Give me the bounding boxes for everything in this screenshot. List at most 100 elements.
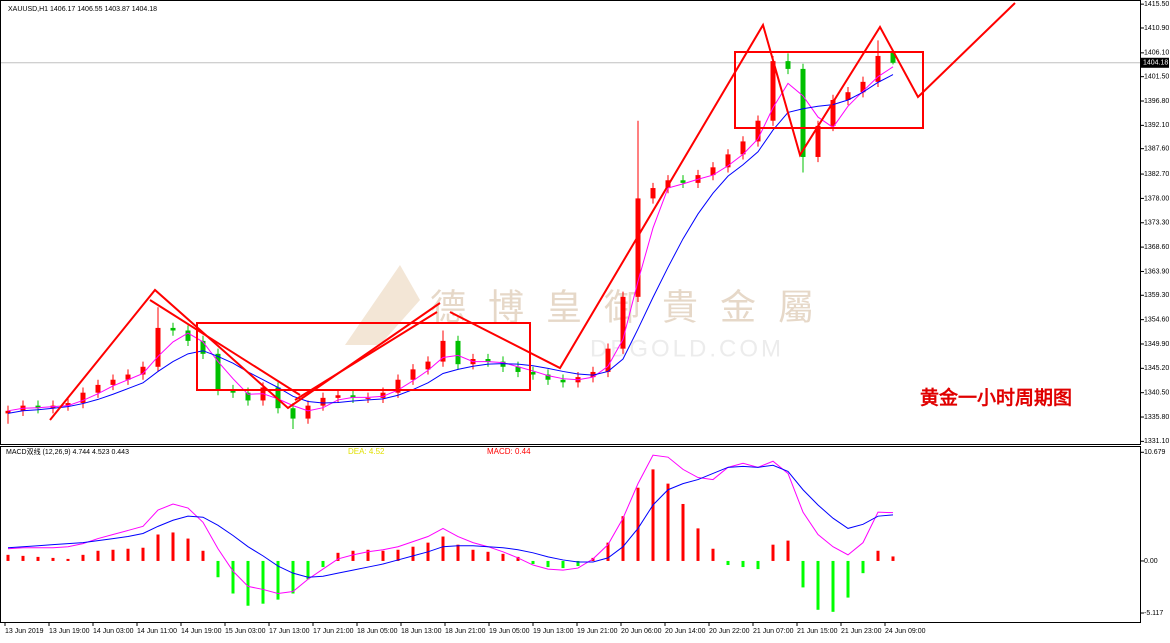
macd-bar <box>141 547 145 561</box>
macd-label: MACD: 0.44 <box>487 447 531 456</box>
indicator-line <box>7 464 894 578</box>
x-tick-label: 19 Jun 05:00 <box>489 628 530 635</box>
macd-bar <box>561 560 565 569</box>
range-box <box>196 322 531 391</box>
macd-bar <box>456 544 460 561</box>
x-tick-label: 19 Jun 13:00 <box>533 628 574 635</box>
macd-bar <box>681 503 685 561</box>
macd-bar <box>186 538 190 561</box>
macd-frame <box>0 446 1141 623</box>
drawings <box>49 2 1016 421</box>
macd-bar <box>861 560 865 574</box>
y-tick-label: 1340.50 <box>1144 390 1169 397</box>
x-tick-label: 14 Jun 11:00 <box>137 628 177 635</box>
x-tick-label: 24 Jun 09:00 <box>885 628 926 635</box>
macd-bar <box>771 544 775 561</box>
macd-bar <box>576 560 580 567</box>
candle-body <box>815 125 821 157</box>
candle-body <box>620 296 626 349</box>
candle-body <box>395 379 401 393</box>
macd-bar <box>516 556 520 561</box>
candle-body <box>485 359 491 362</box>
macd-bar <box>291 560 295 594</box>
candle-body <box>80 392 86 404</box>
range-box <box>734 51 924 129</box>
x-tick-label: 21 Jun 23:00 <box>841 628 882 635</box>
macd-bar <box>756 560 760 570</box>
x-tick-label: 18 Jun 21:00 <box>445 628 486 635</box>
macd-bar <box>246 560 250 606</box>
y-tick-label: 1410.90 <box>1144 25 1169 32</box>
candle-body <box>95 384 101 393</box>
candle-body <box>890 52 896 63</box>
watermark-sub: DBGOLD.COM <box>590 335 784 362</box>
indicator-line <box>7 66 894 412</box>
candle-body <box>365 397 371 399</box>
candle-body <box>755 120 761 142</box>
x-tick-label: 21 Jun 15:00 <box>797 628 838 635</box>
y-tick-label: 1401.50 <box>1144 74 1169 81</box>
candle-body <box>545 374 551 380</box>
y-tick-label: 1368.60 <box>1144 244 1169 251</box>
candle-body <box>785 61 791 69</box>
macd-bar <box>831 560 835 612</box>
candle-body <box>440 340 446 362</box>
y-tick-label: 1349.90 <box>1144 341 1169 348</box>
macd-bar <box>66 558 70 561</box>
macd-bar <box>336 552 340 561</box>
candle-body <box>560 379 566 383</box>
last-price-box <box>1141 57 1169 68</box>
x-tick-label: 18 Jun 05:00 <box>357 628 398 635</box>
candle-body <box>410 369 416 380</box>
macd-bar <box>321 560 325 568</box>
macd-bar <box>876 550 880 561</box>
macd-bar <box>486 551 490 561</box>
x-tick-label: 14 Jun 19:00 <box>181 628 222 635</box>
channel-line <box>294 311 438 401</box>
x-tick-label: 17 Jun 13:00 <box>269 628 310 635</box>
plot-area <box>0 40 1140 612</box>
candle-body <box>800 68 806 157</box>
x-tick-label: 17 Jun 21:00 <box>313 628 354 635</box>
symbol-header: XAUUSD,H1 1406.17 1406.55 1403.87 1404.1… <box>8 6 157 13</box>
macd-bar <box>666 483 670 561</box>
x-tick-label: 14 Jun 03:00 <box>93 628 134 635</box>
macd-header: MACD双线 (12,26,9) 4.744 4.523 0.443 <box>6 447 129 456</box>
y-tick-label: 1335.80 <box>1144 414 1169 421</box>
candle-body <box>125 374 131 380</box>
x-tick-label: 20 Jun 14:00 <box>665 628 706 635</box>
y-tick-label: 1363.90 <box>1144 268 1169 275</box>
macd-bar <box>891 556 895 561</box>
macd-bar <box>381 550 385 561</box>
candle-body <box>380 392 386 398</box>
candle-body <box>335 395 341 398</box>
y-tick-label: 1387.60 <box>1144 146 1169 153</box>
macd-bar <box>741 560 745 568</box>
x-tick-label: 21 Jun 07:00 <box>753 628 794 635</box>
x-tick-label: 15 Jun 03:00 <box>225 628 266 635</box>
trend-line <box>449 2 1016 370</box>
candle-body <box>875 55 881 82</box>
candle-body <box>845 92 851 100</box>
macd-bar <box>726 560 730 566</box>
macd-bar <box>51 557 55 561</box>
macd-bar <box>531 560 535 565</box>
macd-bar <box>306 560 310 580</box>
candle-body <box>245 392 251 401</box>
candle-body <box>530 371 536 375</box>
candle-body <box>680 180 686 183</box>
macd-bar <box>396 549 400 561</box>
macd-bar <box>351 550 355 561</box>
candle-body <box>290 408 296 419</box>
candle-body <box>515 366 521 372</box>
macd-bar <box>501 553 505 561</box>
candle-body <box>455 340 461 365</box>
candle-body <box>500 361 506 367</box>
y-tick-label: 1373.30 <box>1144 220 1169 227</box>
candle-body <box>185 330 191 341</box>
macd-bar <box>801 560 805 588</box>
candle-body <box>110 379 116 385</box>
y-tick-label: 1406.10 <box>1144 50 1169 57</box>
y-tick-label: 1345.20 <box>1144 365 1169 372</box>
macd-bar <box>216 560 220 578</box>
